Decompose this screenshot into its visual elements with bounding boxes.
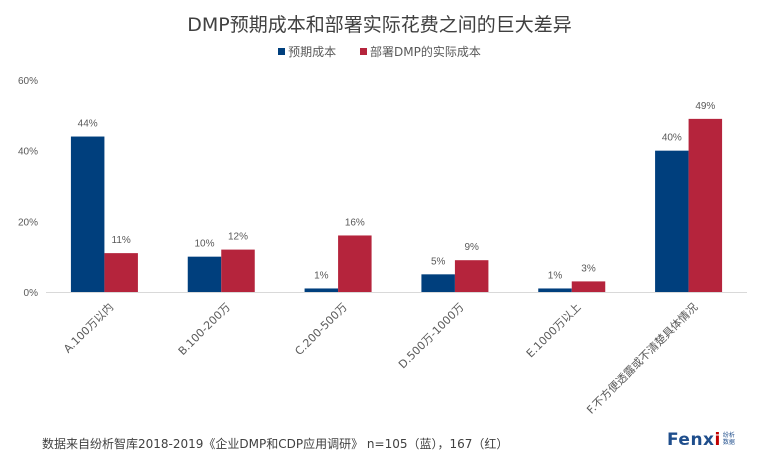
bar-chart: 0% 20% 40% 60% 44% 11% 10% 12% 1% 16% 5% 9% 1% 3% 40%…	[18, 76, 747, 417]
bar-expected	[70, 136, 105, 292]
chart-legend: 预期成本 部署DMP的实际成本	[0, 43, 759, 60]
legend-swatch-expected	[278, 48, 286, 55]
source-note: 数据来自纷析智库2018-2019《企业DMP和CDP应用调研》 n=105（蓝…	[42, 437, 509, 451]
data-label: 1%	[314, 270, 329, 281]
fenxi-logo: Fenxi 纷析 数据	[667, 430, 735, 450]
bar-actual	[688, 118, 723, 292]
bar-expected	[655, 150, 689, 292]
legend-label-expected: 预期成本	[288, 45, 337, 59]
data-label: 9%	[464, 242, 479, 253]
chart-title: DMP预期成本和部署实际花费之间的巨大差异	[187, 14, 572, 36]
bar-actual	[571, 281, 606, 292]
legend-label-actual: 部署DMP的实际成本	[370, 45, 481, 59]
logo-subtext: 纷析 数据	[723, 433, 735, 447]
x-tick-label: B.100-200万	[176, 301, 233, 358]
legend-item-expected: 预期成本	[278, 43, 336, 60]
data-label: 44%	[78, 119, 98, 130]
data-label: 10%	[194, 239, 214, 250]
data-label: 5%	[431, 256, 446, 267]
data-label: 40%	[662, 133, 682, 144]
x-tick-label: D.500万-1000万	[396, 301, 467, 372]
bar-actual	[104, 253, 138, 292]
bar-expected	[421, 274, 455, 292]
x-tick-label: C.200-500万	[292, 301, 349, 358]
bar-expected	[187, 256, 222, 292]
y-tick-label: 60%	[18, 76, 38, 87]
legend-item-actual: 部署DMP的实际成本	[360, 43, 481, 60]
data-label: 3%	[581, 263, 596, 274]
bar-actual	[221, 249, 255, 292]
y-tick-label: 20%	[18, 217, 38, 228]
bar-actual	[338, 235, 372, 292]
logo-sub-1: 纷析	[722, 433, 735, 439]
bar-actual	[454, 260, 489, 292]
y-axis: 0% 20% 40% 60%	[18, 76, 38, 299]
data-label: 11%	[112, 235, 131, 246]
data-label: 12%	[228, 232, 248, 243]
data-label: 1%	[548, 270, 563, 281]
logo-accent: i	[714, 430, 721, 450]
bar-expected	[304, 288, 339, 292]
x-tick-label: F.不方便透露或不清楚具体情况	[584, 300, 701, 417]
y-tick-label: 0%	[24, 288, 39, 299]
x-tick-label: A.100万以内	[60, 300, 116, 356]
x-axis-labels: A.100万以内 B.100-200万 C.200-500万 D.500万-1000万…	[60, 300, 700, 417]
bars: 44% 11% 10% 12% 1% 16% 5% 9% 1% 3% 40% 49%	[70, 101, 723, 292]
x-tick-label: E.1000万以上	[524, 301, 584, 361]
logo-main: Fenx	[667, 430, 715, 450]
logo-text: Fenxi	[667, 430, 721, 450]
logo-sub-2: 数据	[722, 440, 735, 446]
legend-swatch-actual	[360, 48, 367, 55]
data-label: 16%	[345, 217, 365, 228]
bar-expected	[538, 288, 572, 292]
y-tick-label: 40%	[18, 147, 38, 158]
data-label: 49%	[695, 101, 715, 112]
